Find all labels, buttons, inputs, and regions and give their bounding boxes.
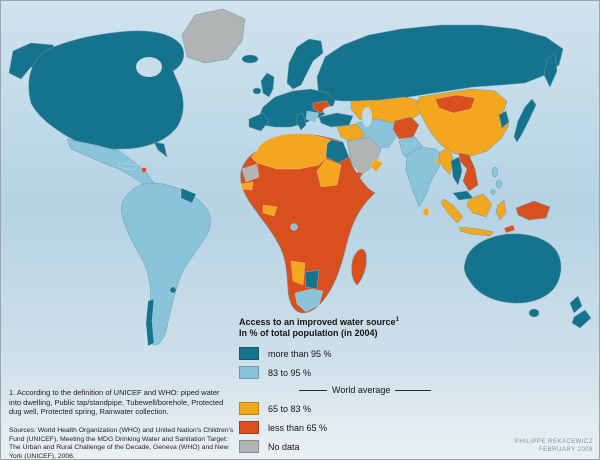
- legend-label: 83 to 95 %: [268, 367, 312, 378]
- region-guyanas: [180, 187, 197, 204]
- region-senegal: [240, 181, 254, 191]
- footnote: 1. According to the definition of UNICEF…: [9, 388, 224, 416]
- region-myanmar: [438, 146, 454, 176]
- region-japan: [513, 98, 537, 143]
- region-sumatra: [440, 198, 464, 224]
- region-mongolia: [434, 94, 476, 114]
- region-new-zealand-south: [571, 309, 592, 329]
- world-average-line-right: [395, 389, 432, 391]
- legend-swatch-more-than-95: [239, 347, 259, 360]
- region-thailand: [450, 156, 463, 186]
- continent-asia-east-south: [405, 88, 551, 237]
- region-korea: [498, 110, 510, 129]
- legend-title: Access to an improved water source1 In %…: [239, 317, 399, 338]
- region-russia: [316, 24, 564, 102]
- region-kamchatka: [543, 52, 558, 88]
- credit-author: PHILIPPE REKACEWICZ: [514, 439, 593, 445]
- region-uk: [260, 72, 275, 98]
- region-iberia: [248, 112, 270, 132]
- region-tasmania: [528, 308, 540, 318]
- region-philippines: [491, 166, 499, 178]
- legend-swatch-65-to-83: [239, 402, 259, 415]
- region-florida: [153, 141, 168, 158]
- world-average-marker: World average: [299, 385, 439, 395]
- region-haiti: [141, 167, 147, 173]
- region-timor: [503, 224, 516, 234]
- legend-item-65-to-83: 65 to 83 %: [239, 402, 439, 415]
- sources-note: Sources: World Health Organization (WHO)…: [9, 427, 234, 460]
- region-italy: [296, 112, 307, 131]
- continent-africa: [240, 133, 376, 314]
- region-java: [459, 226, 495, 237]
- region-ireland: [252, 87, 262, 95]
- region-borneo: [466, 193, 493, 218]
- legend-label: more than 95 %: [268, 348, 332, 359]
- region-philippines: [495, 179, 503, 189]
- region-cuba: [117, 162, 139, 171]
- region-egypt: [325, 139, 350, 164]
- region-sudan: [316, 158, 342, 188]
- region-greenland: [181, 8, 246, 64]
- legend-item-83-to-95: 83 to 95 %: [239, 366, 439, 379]
- legend-item-less-than-65: less than 65 %: [239, 421, 439, 434]
- region-oman: [369, 158, 384, 173]
- hudson-bay: [136, 57, 162, 77]
- region-afghanistan: [392, 116, 420, 140]
- region-uruguay: [169, 286, 177, 294]
- map-legend: Access to an improved water source1 In %…: [239, 315, 439, 459]
- region-new-guinea: [515, 200, 551, 221]
- legend-label: less than 65 %: [268, 422, 328, 433]
- region-scandinavia: [286, 38, 324, 90]
- region-australia: [464, 233, 562, 304]
- region-north-africa: [250, 133, 332, 170]
- legend-item-more-than-95: more than 95 %: [239, 347, 439, 360]
- credit-date: FEBRUARY 2008: [539, 447, 593, 453]
- region-south-africa: [294, 288, 324, 313]
- continent-europe: [241, 38, 345, 132]
- caspian-sea: [362, 107, 372, 127]
- region-western-sahara: [241, 163, 260, 183]
- region-sri-lanka: [422, 207, 430, 217]
- region-chile: [145, 298, 155, 347]
- continent-north-america: [8, 8, 246, 187]
- region-indochina: [458, 152, 479, 192]
- region-india: [405, 146, 445, 208]
- region-africa-base: [240, 133, 376, 314]
- region-gabon: [290, 223, 298, 231]
- world-average-label: World average: [332, 385, 391, 395]
- credit: PHILIPPE REKACEWICZ FEBRUARY 2008: [515, 438, 593, 454]
- legend-item-no-data: No data: [239, 440, 439, 453]
- region-botswana: [304, 269, 320, 290]
- region-ghana-ivory-coast: [262, 204, 278, 217]
- legend-swatch-no-data: [239, 440, 259, 453]
- region-madagascar: [351, 248, 367, 286]
- legend-swatch-83-to-95: [239, 366, 259, 379]
- legend-swatch-less-than-65: [239, 421, 259, 434]
- world-average-line-left: [299, 389, 327, 391]
- region-sulawesi: [495, 199, 507, 221]
- legend-label: No data: [268, 441, 300, 452]
- region-balkans: [305, 110, 320, 124]
- continent-asia-north: [316, 24, 564, 102]
- legend-label: 65 to 83 %: [268, 403, 312, 414]
- continent-oceania: [464, 233, 592, 329]
- continent-south-america: [121, 182, 211, 347]
- region-namibia: [290, 260, 306, 286]
- region-south-america: [121, 182, 211, 346]
- region-iceland: [241, 54, 259, 64]
- region-philippines: [490, 188, 496, 196]
- region-new-zealand-north: [569, 295, 583, 314]
